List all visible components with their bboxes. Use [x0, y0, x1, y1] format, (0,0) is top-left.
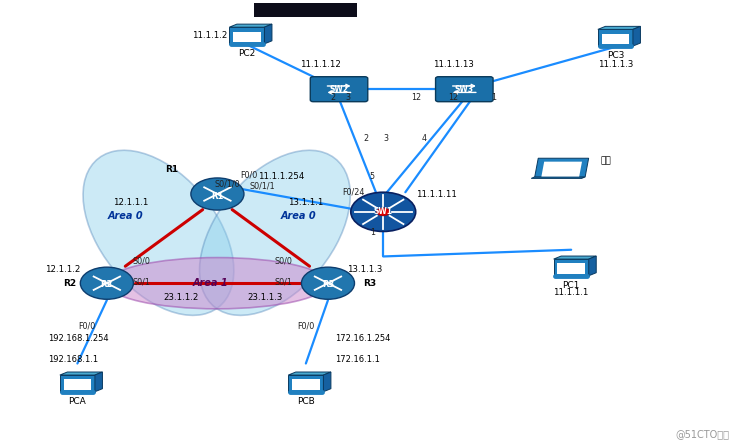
- Text: 11.1.1.13: 11.1.1.13: [433, 60, 474, 69]
- Polygon shape: [633, 26, 640, 46]
- Text: 5: 5: [370, 172, 374, 181]
- Polygon shape: [288, 375, 324, 392]
- Text: F0/24: F0/24: [343, 187, 365, 196]
- Text: R1: R1: [165, 165, 178, 174]
- Circle shape: [301, 267, 354, 299]
- Text: 11.1.1.254: 11.1.1.254: [258, 172, 304, 181]
- Text: PC3: PC3: [607, 51, 624, 60]
- Polygon shape: [233, 32, 261, 42]
- Circle shape: [351, 192, 416, 231]
- Text: 192.168.1.1: 192.168.1.1: [48, 355, 98, 363]
- Text: R3: R3: [363, 279, 377, 288]
- Polygon shape: [229, 27, 265, 44]
- Polygon shape: [589, 256, 596, 276]
- Polygon shape: [553, 256, 596, 259]
- Text: 2: 2: [331, 93, 335, 102]
- Text: PCA: PCA: [69, 397, 86, 406]
- Text: SW2: SW2: [329, 85, 349, 94]
- Ellipse shape: [83, 150, 234, 315]
- Text: Area 0: Area 0: [108, 211, 143, 221]
- Text: Area 1: Area 1: [192, 278, 228, 288]
- Polygon shape: [601, 34, 629, 44]
- Text: S0/1: S0/1: [133, 277, 150, 286]
- Polygon shape: [598, 29, 633, 46]
- Polygon shape: [60, 375, 95, 392]
- Polygon shape: [557, 264, 585, 274]
- Polygon shape: [598, 26, 640, 29]
- Text: 11.1.1.2: 11.1.1.2: [192, 31, 228, 40]
- FancyBboxPatch shape: [436, 77, 493, 102]
- Polygon shape: [288, 372, 331, 375]
- Text: 13.1.1.1: 13.1.1.1: [288, 198, 324, 207]
- Text: F0/0: F0/0: [297, 321, 315, 330]
- Text: F0/0: F0/0: [240, 170, 258, 179]
- Text: @51CTO博客: @51CTO博客: [676, 429, 730, 439]
- Text: Area 0: Area 0: [281, 211, 316, 221]
- Text: F0/0: F0/0: [78, 321, 96, 330]
- Polygon shape: [542, 161, 582, 177]
- Text: PC1: PC1: [562, 281, 580, 290]
- Text: S0/0: S0/0: [275, 256, 293, 265]
- Text: 172.16.1.254: 172.16.1.254: [335, 334, 391, 343]
- Polygon shape: [229, 24, 272, 27]
- Text: SW1: SW1: [374, 207, 393, 216]
- Polygon shape: [292, 380, 320, 390]
- FancyBboxPatch shape: [254, 3, 357, 17]
- Polygon shape: [531, 177, 585, 178]
- Text: 12.1.1.1: 12.1.1.1: [113, 198, 149, 207]
- Text: 网卡: 网卡: [601, 156, 612, 165]
- Circle shape: [377, 208, 390, 216]
- Text: R1: R1: [212, 192, 223, 201]
- Text: R2: R2: [63, 279, 76, 288]
- Text: 4: 4: [422, 134, 427, 143]
- Circle shape: [191, 178, 244, 210]
- Text: PCB: PCB: [297, 397, 315, 406]
- FancyBboxPatch shape: [310, 77, 368, 102]
- Text: 2: 2: [364, 134, 368, 143]
- Text: 12: 12: [448, 93, 458, 102]
- Text: 11.1.1.12: 11.1.1.12: [300, 60, 341, 69]
- Text: 11.1.1.11: 11.1.1.11: [416, 190, 457, 198]
- Text: SW3: SW3: [455, 85, 474, 94]
- Text: 12: 12: [411, 93, 422, 102]
- Text: 1: 1: [492, 93, 496, 102]
- Text: S0/1/1: S0/1/1: [250, 182, 275, 190]
- Text: 23.1.1.3: 23.1.1.3: [248, 293, 283, 302]
- Text: S0/0: S0/0: [133, 256, 150, 265]
- Polygon shape: [60, 372, 102, 375]
- Text: 11.1.1.3: 11.1.1.3: [598, 60, 633, 69]
- Circle shape: [80, 267, 133, 299]
- Text: 192.168.1.254: 192.168.1.254: [48, 334, 108, 343]
- Text: S0/1/0: S0/1/0: [214, 179, 240, 188]
- Polygon shape: [265, 24, 272, 44]
- Text: 172.16.1.1: 172.16.1.1: [335, 355, 380, 363]
- Text: R3: R3: [322, 281, 334, 289]
- Ellipse shape: [200, 150, 350, 315]
- Text: 12.1.1.2: 12.1.1.2: [45, 265, 80, 274]
- Polygon shape: [535, 158, 589, 177]
- Text: 1: 1: [370, 228, 374, 237]
- Polygon shape: [63, 380, 91, 390]
- Text: 3: 3: [384, 134, 388, 143]
- Text: R2: R2: [101, 281, 113, 289]
- Text: S0/1: S0/1: [275, 277, 293, 286]
- Text: 11.1.1.1: 11.1.1.1: [553, 288, 589, 297]
- Text: PC2: PC2: [238, 49, 256, 58]
- Polygon shape: [324, 372, 331, 392]
- Polygon shape: [95, 372, 102, 392]
- Ellipse shape: [107, 258, 328, 309]
- Polygon shape: [553, 259, 589, 276]
- Text: 3: 3: [346, 93, 350, 102]
- Text: 13.1.1.3: 13.1.1.3: [347, 265, 383, 274]
- Text: 23.1.1.2: 23.1.1.2: [163, 293, 198, 302]
